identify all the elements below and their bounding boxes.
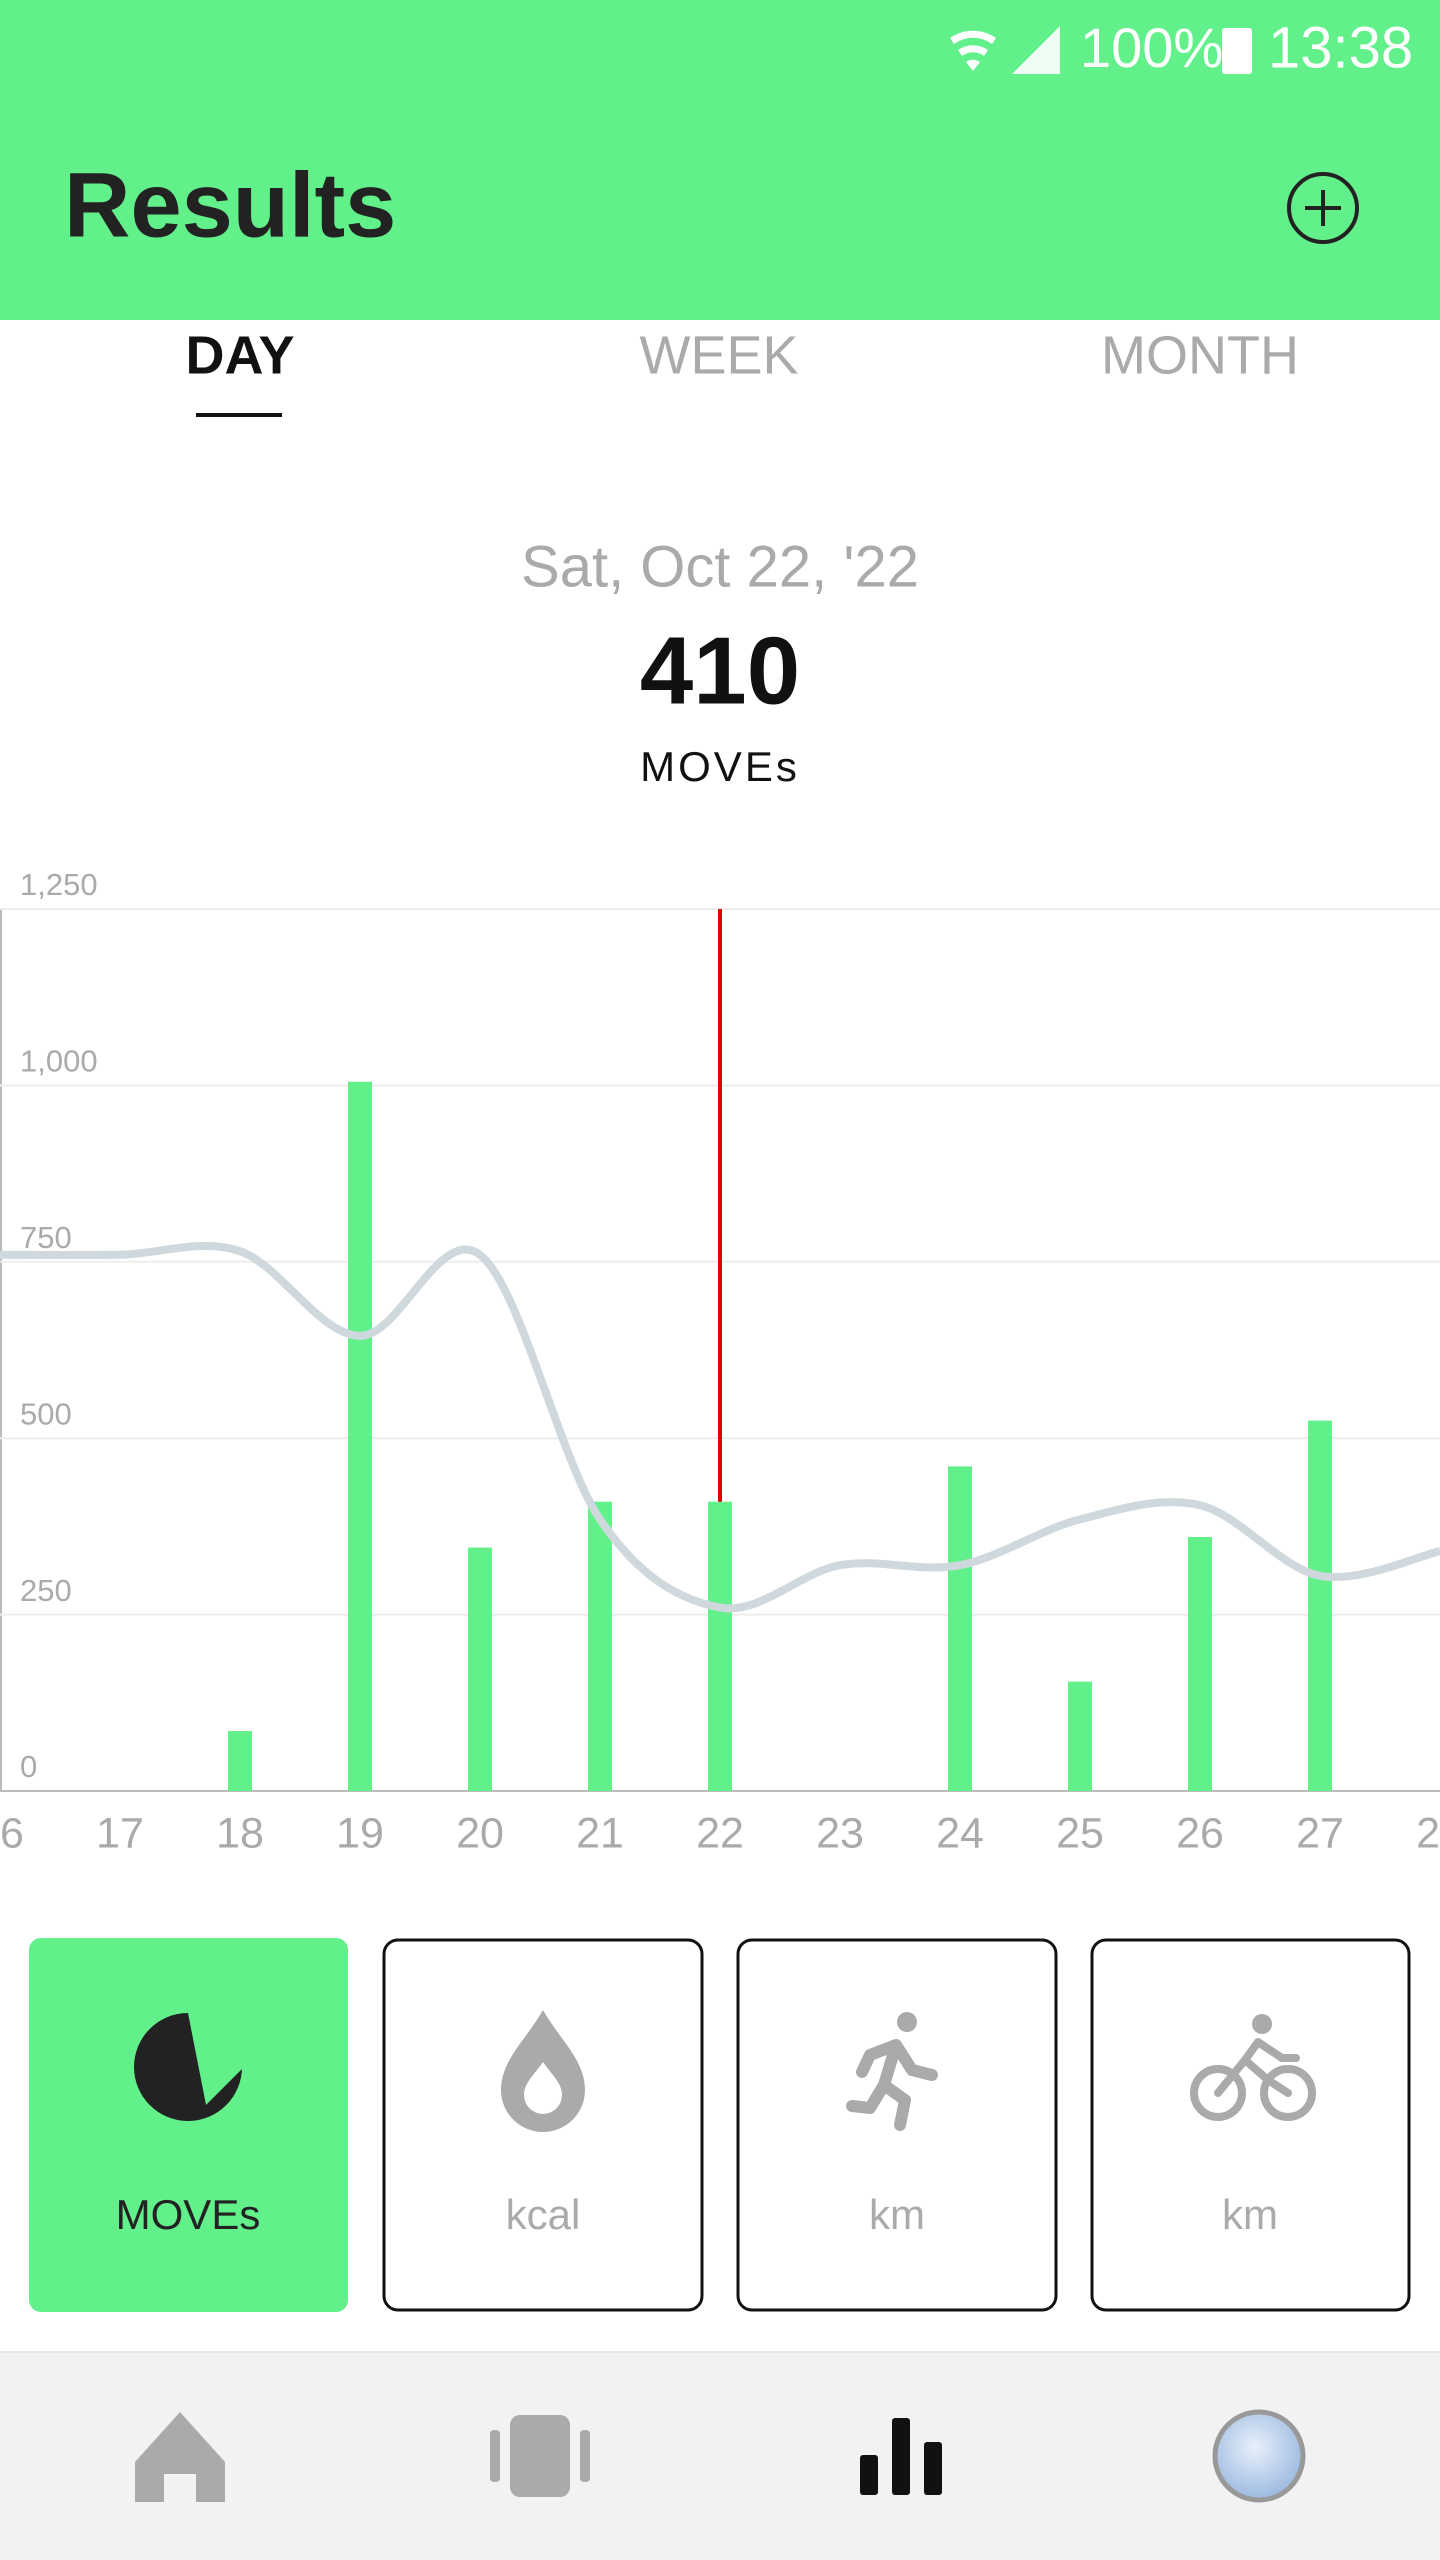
bar <box>1068 1681 1092 1791</box>
wifi-icon <box>950 30 996 71</box>
add-button[interactable] <box>1287 172 1359 244</box>
nav-results[interactable] <box>860 2418 942 2495</box>
x-tick-label: 26 <box>1176 1809 1224 1857</box>
bar <box>1188 1536 1212 1791</box>
metric-card[interactable] <box>1090 1938 1411 2312</box>
bar <box>348 1081 372 1791</box>
bar <box>948 1466 972 1791</box>
bar <box>468 1547 492 1791</box>
y-tick-label: 250 <box>20 1573 72 1608</box>
tab-indicator <box>196 413 282 417</box>
x-tick-label: 28 <box>1416 1809 1440 1857</box>
metric-label: kcal <box>506 2191 581 2238</box>
battery-percent: 100% <box>1080 16 1223 79</box>
tab[interactable]: MONTH <box>1101 325 1299 385</box>
x-tick-label: 17 <box>96 1809 144 1857</box>
nav-profile[interactable] <box>1212 2409 1306 2503</box>
bar <box>708 1501 732 1791</box>
page-title: Results <box>64 154 396 256</box>
x-tick-label: 23 <box>816 1809 864 1857</box>
nav-device[interactable] <box>490 2415 590 2497</box>
nav-divider <box>0 2351 1440 2353</box>
x-tick-label: 19 <box>336 1809 384 1857</box>
bar <box>588 1501 612 1791</box>
y-tick-label: 1,250 <box>20 867 98 902</box>
y-tick-label: 0 <box>20 1749 37 1784</box>
chart: 0 250 500 750 1,000 1,250 16 17 18 19 20 21 22 23 24 25… <box>0 867 1440 1857</box>
summary-value: 410 <box>640 617 800 724</box>
signal-icon <box>1012 26 1060 74</box>
bar <box>1308 1420 1332 1791</box>
x-tick-label: 18 <box>216 1809 264 1857</box>
summary-date: Sat, Oct 22, '22 <box>521 534 919 599</box>
clock: 13:38 <box>1268 15 1413 80</box>
y-tick-label: 500 <box>20 1396 72 1431</box>
summary-unit: MOVEs <box>640 743 800 790</box>
run-icon <box>846 2012 938 2131</box>
metric-label: km <box>1222 2191 1278 2238</box>
x-tick-label: 20 <box>456 1809 504 1857</box>
x-tick-label: 22 <box>696 1809 744 1857</box>
tab[interactable]: WEEK <box>639 325 798 385</box>
metric-label: MOVEs <box>116 2191 261 2238</box>
header-bg <box>0 0 1440 320</box>
x-tick-label: 24 <box>936 1809 984 1857</box>
x-tick-label: 25 <box>1056 1809 1104 1857</box>
x-tick-label: 16 <box>0 1809 24 1857</box>
y-tick-label: 1,000 <box>20 1044 98 1079</box>
metric-card[interactable] <box>29 1938 348 2312</box>
bar <box>228 1731 252 1791</box>
x-tick-label: 21 <box>576 1809 624 1857</box>
moves-icon <box>134 2013 242 2121</box>
kcal-icon <box>501 2010 585 2132</box>
trend-line <box>0 1241 1440 1613</box>
nav-home[interactable] <box>135 2412 225 2502</box>
y-tick-label: 750 <box>20 1220 72 1255</box>
tab[interactable]: DAY <box>185 325 294 385</box>
battery-icon <box>1222 28 1252 74</box>
x-tick-label: 27 <box>1296 1809 1344 1857</box>
bike-icon <box>1190 2014 1316 2121</box>
metric-label: km <box>869 2191 925 2238</box>
bottom-nav <box>0 2351 1440 2560</box>
